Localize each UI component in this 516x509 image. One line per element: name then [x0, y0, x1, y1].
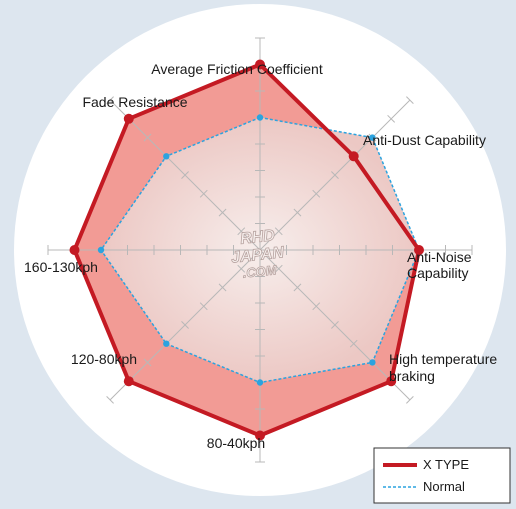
series-xtype-point-4	[255, 430, 265, 441]
axis-labels: Average Friction Coefficient Anti-Dust C…	[24, 61, 501, 451]
series-normal-point-0	[256, 114, 264, 121]
series-xtype-point-3	[386, 376, 397, 387]
axis-tick-3-2	[293, 283, 302, 292]
series-normal-point-1	[369, 134, 376, 141]
axis-tick-7-4	[181, 171, 189, 179]
axis-tick-7-8	[106, 96, 114, 104]
radar-series	[69, 59, 424, 441]
series-normal-point-6	[97, 246, 105, 254]
watermark-line-1: RHD	[239, 227, 276, 248]
axis-tick-3-4	[331, 321, 339, 329]
axis-tick-5-2	[218, 283, 227, 292]
axis-tick-5-6	[143, 358, 152, 367]
watermark: RHD JAPAN .COM	[230, 227, 286, 281]
series-xtype-point-5	[123, 376, 134, 387]
legend-xtype-label: X TYPE	[423, 457, 469, 472]
axis-tick-5-8	[106, 396, 114, 404]
series-normal-point-3	[369, 359, 376, 366]
watermark-line-3: .COM	[242, 262, 278, 281]
series-normal-point-4	[256, 379, 264, 386]
series-xtype-point-2	[414, 245, 424, 255]
axis-tick-5-4	[181, 321, 189, 329]
axis-tick-1-3	[312, 189, 321, 198]
axis-tick-5-1	[237, 264, 246, 273]
axis-tick-7-3	[199, 189, 208, 198]
radar-grid	[47, 37, 473, 463]
series-xtype-point-0	[255, 59, 265, 70]
axis-label-average-friction: Average Friction Coefficient	[151, 61, 323, 77]
axis-label-high-temp: High temperature braking	[389, 351, 501, 384]
axis-tick-1-7	[387, 114, 396, 123]
legend-box	[373, 447, 511, 504]
axis-label-fade-resistance: Fade Resistance	[82, 94, 187, 110]
watermark-line-2: JAPAN	[230, 244, 285, 266]
legend-normal-label: Normal	[423, 479, 465, 494]
axis-tick-3-1	[274, 264, 283, 273]
axis-tick-7-6	[143, 133, 152, 142]
axis-tick-1-4	[331, 171, 339, 179]
axis-tick-3-3	[312, 302, 321, 311]
axis-tick-5-3	[199, 302, 208, 311]
axis-label-high-temp-line-1: High temperature	[389, 351, 497, 367]
axis-label-anti-dust: Anti-Dust Capability	[363, 132, 486, 148]
axis-tick-1-2	[293, 208, 302, 217]
axis-label-high-temp-line-2: braking	[389, 368, 435, 384]
axis-label-anti-noise-line-2: Capability	[407, 265, 468, 281]
series-normal-point-7	[163, 153, 170, 160]
axis-tick-3-5	[349, 339, 358, 348]
axis-tick-7-1	[237, 227, 246, 236]
axis-label-anti-noise-line-1: Anti-Noise	[407, 249, 472, 265]
axis-label-120-80kph: 120-80kph	[71, 351, 137, 367]
axis-tick-3-8	[406, 396, 414, 404]
axis-label-80-40kph: 80-40kph	[207, 435, 265, 451]
series-normal-point-5	[163, 340, 170, 347]
axis-label-160-130kph: 160-130kph	[24, 259, 98, 275]
axis-tick-1-1	[274, 227, 283, 236]
legend: X TYPE Normal	[373, 447, 511, 504]
axis-tick-7-2	[218, 208, 227, 217]
axis-tick-1-8	[406, 96, 414, 104]
series-xtype-point-1	[348, 151, 359, 162]
axis-label-anti-noise: Anti-Noise Capability	[407, 249, 475, 281]
series-xtype-point-6	[69, 245, 80, 255]
series-xtype-point-7	[123, 113, 134, 124]
